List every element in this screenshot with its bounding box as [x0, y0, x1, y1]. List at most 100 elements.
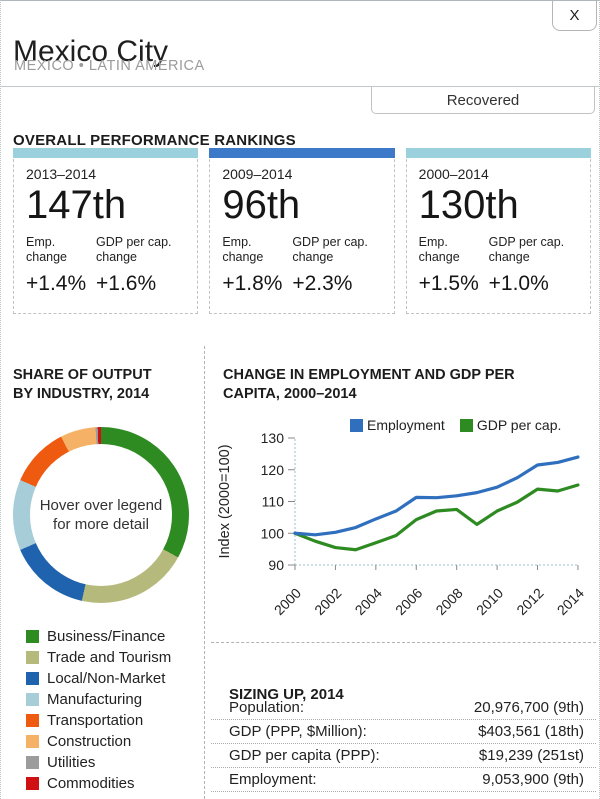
table-row-gdp: GDP (PPP, $Million): $403,561 (18th) — [211, 720, 596, 744]
emp-change-label: Emp. change — [26, 235, 68, 264]
gdp-change-label: GDP per cap. change — [292, 235, 368, 264]
x-tick-label: 2006 — [392, 585, 425, 618]
line-chart-legend: Employment GDP per cap. — [350, 417, 561, 433]
rank-card-bar — [13, 148, 199, 158]
row-value: 20,976,700 (9th) — [473, 699, 584, 716]
y-tick-label: 100 — [261, 525, 285, 541]
table-row-employment: Employment: 9,053,900 (9th) — [211, 768, 596, 792]
table-row-population: Population: 20,976,700 (9th) — [211, 696, 596, 720]
row-label: GDP per capita (PPP): — [229, 747, 380, 764]
rank-card-bar — [209, 148, 395, 158]
rank-value: 147th — [26, 183, 127, 227]
rank-value: 130th — [418, 183, 519, 227]
sizing-section-heading: SIZING UP, 2014 — [229, 686, 344, 703]
sizing-table: Population: 20,976,700 (9th) GDP (PPP, $… — [211, 696, 596, 792]
legend-label: Utilities — [47, 754, 96, 771]
legend-swatch — [26, 693, 39, 706]
emp-change-value: +1.8% — [222, 271, 283, 295]
series-line-employment — [293, 455, 580, 537]
page-title: Mexico City — [13, 35, 169, 69]
rankings-section-heading: OVERALL PERFORMANCE RANKINGS — [13, 132, 296, 150]
gdp-change-value: +2.3% — [292, 271, 353, 295]
emp-change-label: Emp. change — [222, 235, 264, 264]
row-label: GDP (PPP, $Million): — [229, 723, 367, 740]
x-tick-label: 2008 — [432, 585, 465, 618]
gdp-change-value: +1.0% — [488, 271, 549, 295]
line-chart-section-heading: CHANGE IN EMPLOYMENT AND GDP PER CAPITA,… — [223, 366, 515, 402]
gdp-change-value: +1.6% — [96, 271, 157, 295]
sizing-divider — [211, 642, 596, 643]
legend-label: Transportation — [47, 712, 144, 729]
legend-swatch — [26, 777, 39, 790]
rank-card-2000-2014: 2000–2014 130th Emp. change GDP per cap.… — [405, 148, 591, 314]
legend-item-manufacturing[interactable]: Manufacturing — [26, 689, 171, 710]
gdp-per-cap-swatch — [459, 418, 473, 432]
legend-label: Manufacturing — [47, 691, 143, 708]
x-tick-label: 2000 — [271, 585, 304, 618]
legend-swatch — [26, 672, 39, 685]
rank-card-period: 2000–2014 — [418, 166, 489, 182]
employment-swatch — [350, 418, 363, 432]
header-divider — [1, 86, 599, 87]
legend-swatch — [26, 756, 39, 769]
x-tick-label: 2012 — [513, 585, 546, 618]
legend-swatch — [26, 651, 39, 664]
industry-donut-chart[interactable]: Hover over legend for more detail — [13, 427, 189, 603]
rank-card-2013-2014: 2013–2014 147th Emp. change GDP per cap.… — [13, 148, 199, 314]
rank-card-period: 2009–2014 — [222, 166, 293, 182]
row-label: Employment: — [229, 771, 317, 788]
legend-item-trade-and-tourism[interactable]: Trade and Tourism — [26, 647, 171, 668]
legend-label: GDP per cap. — [476, 417, 562, 433]
rank-card-2009-2014: 2009–2014 96th Emp. change GDP per cap. … — [209, 148, 395, 314]
donut-hole: Hover over legend for more detail — [30, 444, 172, 586]
legend-item-construction[interactable]: Construction — [26, 731, 171, 752]
x-tick-label: 2004 — [352, 585, 385, 618]
legend-item-employment: Employment — [350, 417, 445, 433]
gdp-change-label: GDP per cap. change — [488, 235, 565, 264]
row-label: Population: — [229, 699, 305, 716]
legend-label: Employment — [367, 417, 445, 433]
emp-change-label: Emp. change — [418, 235, 460, 264]
legend-item-utilities[interactable]: Utilities — [26, 752, 171, 773]
rank-cards: 2013–2014 147th Emp. change GDP per cap.… — [13, 148, 591, 314]
emp-change-value: +1.5% — [418, 271, 479, 295]
x-tick-label: 2014 — [554, 585, 587, 618]
page-subtitle: MEXICO • LATIN AMERICA — [14, 58, 205, 74]
legend-label: Construction — [47, 733, 132, 750]
row-value: $19,239 (251st) — [478, 747, 584, 764]
legend-label: Local/Non-Market — [47, 670, 166, 687]
donut-hover-note: Hover over legend for more detail — [39, 497, 163, 533]
x-tick-label: 2002 — [311, 585, 344, 618]
row-value: 9,053,900 (9th) — [482, 771, 584, 788]
y-tick-label: 110 — [262, 494, 285, 510]
rank-card-period: 2013–2014 — [26, 166, 97, 182]
industry-section-heading: SHARE OF OUTPUT BY INDUSTRY, 2014 — [13, 366, 152, 402]
rank-card-bar — [405, 148, 591, 158]
legend-swatch — [26, 714, 39, 727]
legend-item-business-finance[interactable]: Business/Finance — [26, 626, 171, 647]
close-button[interactable]: X — [552, 1, 597, 31]
y-tick-label: 130 — [261, 430, 285, 446]
y-tick-label: 120 — [261, 462, 285, 478]
gdp-change-label: GDP per cap. change — [96, 235, 172, 264]
emp-change-value: +1.4% — [26, 271, 87, 295]
table-row-gdp-per-capita: GDP per capita (PPP): $19,239 (251st) — [211, 744, 596, 768]
row-value: $403,561 (18th) — [478, 723, 584, 740]
legend-swatch — [26, 735, 39, 748]
legend-label: Business/Finance — [47, 628, 166, 645]
legend-item-transportation[interactable]: Transportation — [26, 710, 171, 731]
series-line-gdp-per-cap- — [293, 483, 580, 552]
legend-item-local-non-market[interactable]: Local/Non-Market — [26, 668, 171, 689]
legend-label: Trade and Tourism — [47, 649, 172, 666]
industry-legend: Business/Finance Trade and Tourism Local/N… — [26, 626, 171, 794]
legend-item-gdp-per-cap: GDP per cap. — [459, 417, 562, 433]
y-tick-label: 90 — [268, 557, 284, 573]
legend-swatch — [26, 630, 39, 643]
x-tick-label: 2010 — [473, 585, 506, 618]
y-axis-label: Index (2000=100) — [217, 444, 233, 558]
legend-item-commodities[interactable]: Commodities — [26, 773, 171, 794]
status-tab-recovered[interactable]: Recovered — [371, 87, 595, 114]
rank-value: 96th — [222, 183, 301, 227]
legend-label: Commodities — [47, 775, 135, 792]
